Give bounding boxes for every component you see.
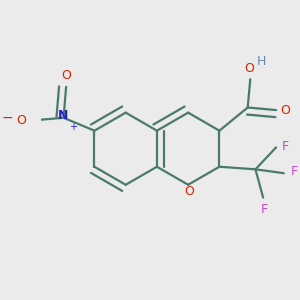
Text: O: O <box>16 114 26 127</box>
Text: N: N <box>58 109 69 122</box>
Text: O: O <box>184 185 194 198</box>
Text: O: O <box>280 103 290 117</box>
Text: F: F <box>290 165 298 178</box>
Text: H: H <box>257 55 267 68</box>
Text: F: F <box>281 140 289 153</box>
Text: −: − <box>1 111 13 125</box>
Text: F: F <box>261 203 268 216</box>
Text: O: O <box>61 69 71 82</box>
Text: +: + <box>69 122 76 132</box>
Text: O: O <box>244 62 254 75</box>
